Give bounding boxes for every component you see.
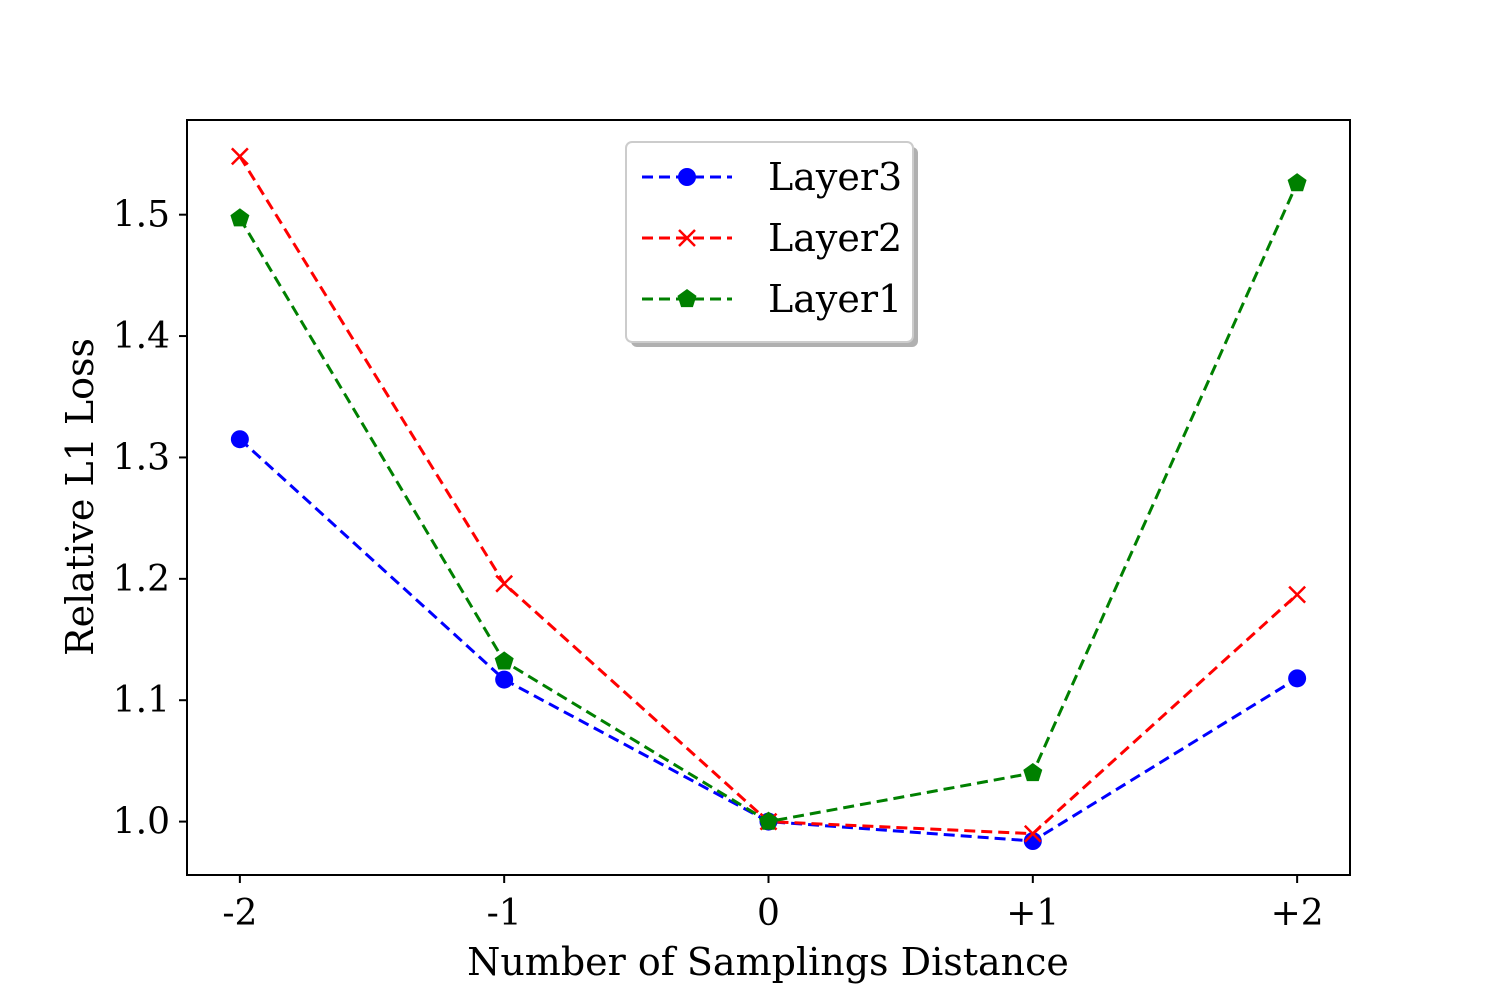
data-point-layer1 bbox=[494, 651, 514, 670]
data-point-layer2 bbox=[1288, 585, 1307, 604]
x-axis-ticks: -2 -1 0 +1 +2 bbox=[222, 875, 1324, 934]
data-point-layer1 bbox=[759, 811, 778, 830]
legend-entry-layer1: Layer1 bbox=[642, 277, 902, 321]
data-point-layer2 bbox=[495, 574, 514, 593]
data-point-layer3 bbox=[230, 430, 249, 449]
y-axis-ticks: 1.0 1.1 1.2 1.3 1.4 1.5 bbox=[113, 195, 187, 843]
legend-label: Layer2 bbox=[768, 216, 902, 260]
y-tick-label: 1.5 bbox=[113, 195, 170, 236]
data-point-layer2 bbox=[1023, 824, 1042, 843]
y-axis-title: Relative L1 Loss bbox=[58, 338, 102, 656]
y-tick-label: 1.2 bbox=[113, 559, 170, 600]
data-point-layer1 bbox=[1023, 763, 1043, 782]
data-point-layer3 bbox=[1288, 669, 1307, 688]
data-point-layer2 bbox=[230, 147, 249, 166]
x-tick-label: 0 bbox=[757, 893, 780, 934]
legend: Layer3 Layer2 Layer1 bbox=[625, 141, 918, 347]
y-tick-label: 1.4 bbox=[113, 316, 170, 357]
data-point-layer1 bbox=[1287, 173, 1307, 192]
legend-marker bbox=[678, 229, 696, 247]
x-tick-label: +2 bbox=[1271, 893, 1324, 934]
legend-entry-layer3: Layer3 bbox=[642, 155, 902, 199]
legend-label: Layer3 bbox=[768, 155, 902, 199]
legend-entry-layer2: Layer2 bbox=[642, 216, 902, 260]
x-tick-label: -2 bbox=[222, 893, 257, 934]
data-point-layer1 bbox=[230, 208, 250, 227]
legend-marker bbox=[677, 289, 697, 308]
series-layer1 bbox=[230, 173, 1307, 830]
y-tick-label: 1.3 bbox=[113, 437, 170, 478]
x-tick-label: -1 bbox=[487, 893, 522, 934]
data-point-layer3 bbox=[495, 670, 514, 689]
y-tick-label: 1.0 bbox=[113, 802, 170, 843]
legend-marker bbox=[678, 168, 696, 186]
series-line-layer3 bbox=[238, 438, 1298, 843]
y-tick-label: 1.1 bbox=[113, 680, 170, 721]
plot-lines bbox=[230, 147, 1307, 851]
x-axis-title: Number of Samplings Distance bbox=[467, 940, 1069, 984]
x-tick-label: +1 bbox=[1006, 893, 1059, 934]
legend-label: Layer1 bbox=[768, 277, 902, 321]
legend-box bbox=[625, 141, 914, 343]
